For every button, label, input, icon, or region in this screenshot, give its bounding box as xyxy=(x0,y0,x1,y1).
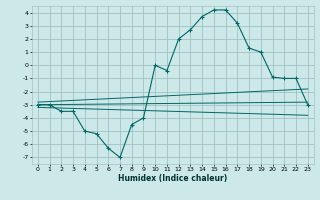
X-axis label: Humidex (Indice chaleur): Humidex (Indice chaleur) xyxy=(118,174,228,183)
